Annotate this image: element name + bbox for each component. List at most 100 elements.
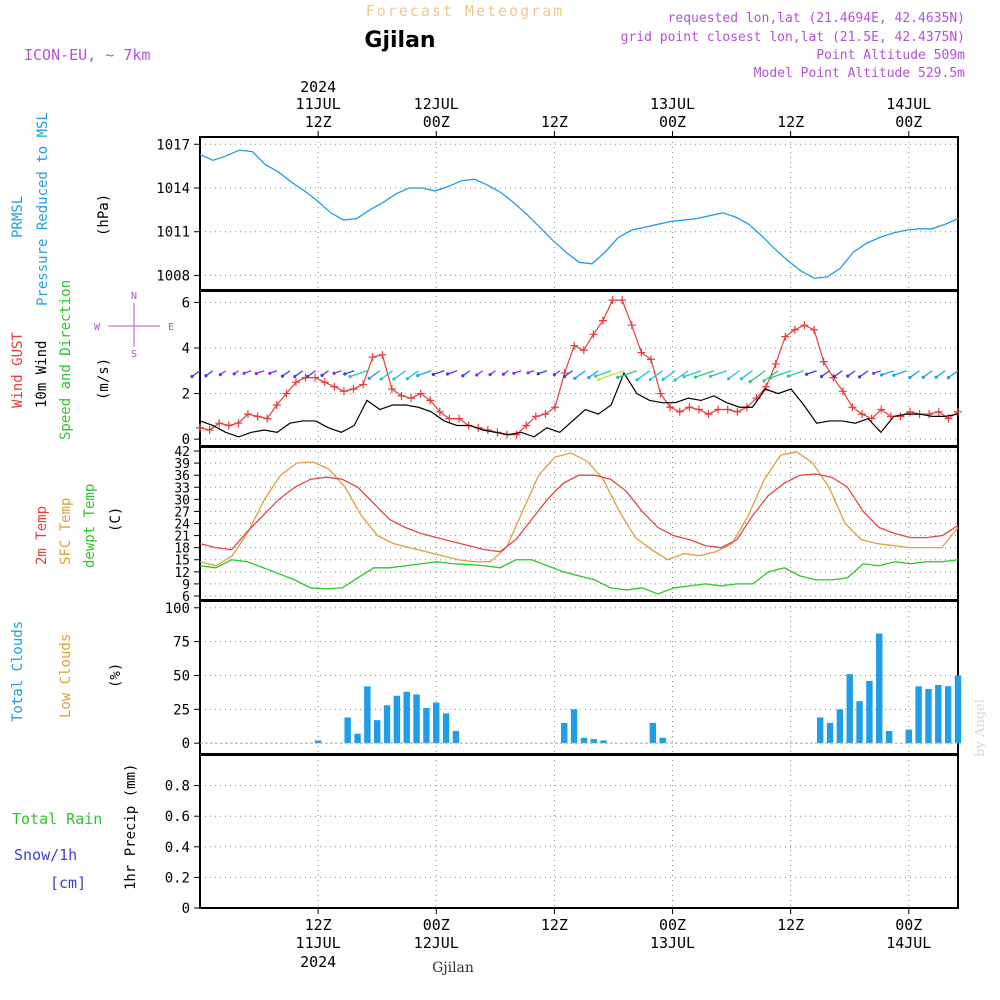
wind-gust-marker [771,359,780,368]
wind-gust-marker [311,373,320,382]
wind-arrow-head [293,374,297,379]
precip-unit-label: 1hr Precip (mm) [123,764,139,890]
wind-gust-marker [263,414,272,423]
cloud-bar [885,730,893,744]
time-label: 00Z [423,916,450,934]
y-tick-label: 0.2 [165,870,190,886]
wind-gust-marker [704,410,713,419]
time-label: 12JUL [414,95,459,113]
wind-direction-arrow [922,370,933,378]
wind-gust-marker [320,378,329,387]
wind-gust-marker [848,403,857,412]
wind-arrow-head [908,375,912,380]
wind-direction-arrow [595,370,612,377]
wind-gust-marker [455,414,464,423]
y-tick-label: 6 [182,590,190,605]
wind-gust-marker [867,414,876,423]
time-label: 12Z [541,113,568,131]
total-clouds-label: Total Clouds [10,621,26,722]
wind-arrow-head [367,376,371,380]
total-rain-label: Total Rain [12,810,102,828]
wind-direction-arrow [433,370,445,376]
wind-gust-marker [570,341,579,350]
wind-arrow-head [526,371,530,375]
wind-gust-marker [551,403,560,412]
panel-frame [199,290,959,447]
time-label: 11JUL [296,934,341,952]
snow-unit-label: [cm] [50,874,86,892]
chart-panels: 1008101110141017024669121518212427303336… [156,136,962,917]
compass-rose: N S W E [94,291,174,360]
y-tick-label: 21 [174,530,190,545]
wind-arrow-head [748,380,752,384]
wind-gust-marker [925,410,934,419]
time-label: 12Z [777,916,804,934]
sfc-temp-line [199,451,959,567]
cloud-bar [925,689,932,744]
wind-gust-marker [819,357,828,366]
wind-direction-arrow [636,370,651,381]
panel-precip: 0 0.2 0.4 0.6 0.8 [165,754,959,917]
model-label: ICON-EU, ~ 7km [24,46,150,64]
wind-gust-marker [608,296,617,305]
time-label: 2024 [300,953,336,971]
wind-arrow-head [218,373,222,377]
time-label: 12Z [777,113,804,131]
wind-gust-marker [416,389,425,398]
clouds-unit-label: (%) [108,663,124,688]
wind-arrow-head [921,375,925,379]
requested-lonlat: requested lon,lat (21.4694E, 42.4635N) [668,11,965,26]
y-tick-label: 24 [174,518,190,533]
compass-north: N [131,291,137,302]
panel-frame [199,136,959,291]
wind-unit-label: (m/s) [96,358,112,400]
location-title: Gjilan [364,28,435,53]
wind-arrow-head [475,373,479,377]
panel-frame [199,600,959,755]
model-point-altitude: Model Point Altitude 529.5m [754,66,965,81]
wind-arrow-head [872,371,876,375]
wind-arrow-head [762,379,766,383]
wind-gust-marker [397,391,406,400]
wind-direction-arrow [447,370,458,375]
wind-direction-arrow [380,370,394,380]
cloud-bar [423,707,430,744]
time-label: 12Z [305,113,332,131]
wind-arrow-head [268,371,272,375]
wind-direction-arrow [935,370,946,378]
dewpt-line [199,559,959,595]
y-tick-label: 0 [182,901,190,917]
wind-gust-marker [282,389,291,398]
cloud-bar [570,709,578,744]
pressure-unit-label: (hPa) [96,194,112,236]
time-label: 00Z [659,113,686,131]
wind-direction-arrow [788,370,805,377]
time-label: 00Z [895,113,922,131]
wind-arrow-head [416,373,420,378]
wind-direction-arrow [406,370,419,380]
wind-arrow-head [254,371,258,376]
wind-arrow-head [501,372,506,376]
wind-arrow-head [431,372,435,377]
wind-direction-arrow [821,370,830,378]
wind-gust-marker [618,296,627,305]
wind-gust-marker [723,405,732,414]
wind-arrow-head [946,375,951,380]
wind-gust-marker [790,325,799,334]
y-tick-label: 1011 [156,225,190,241]
cloud-bar [915,686,922,744]
time-label: 13JUL [650,95,695,113]
wind-arrow-head [892,373,896,377]
wind-arrow-head [190,374,194,379]
wind-gust-marker [685,403,694,412]
panel-pressure: 1008 1011 1014 1017 [156,136,959,291]
y-tick-label: 18 [174,542,190,557]
y-tick-label: 39 [174,457,190,472]
y-tick-label: 1014 [156,181,190,197]
wind-gust-marker [531,412,540,421]
wind-direction-arrow [893,370,907,376]
wind-gust-marker [829,373,838,382]
wind-gust-marker [675,407,684,416]
